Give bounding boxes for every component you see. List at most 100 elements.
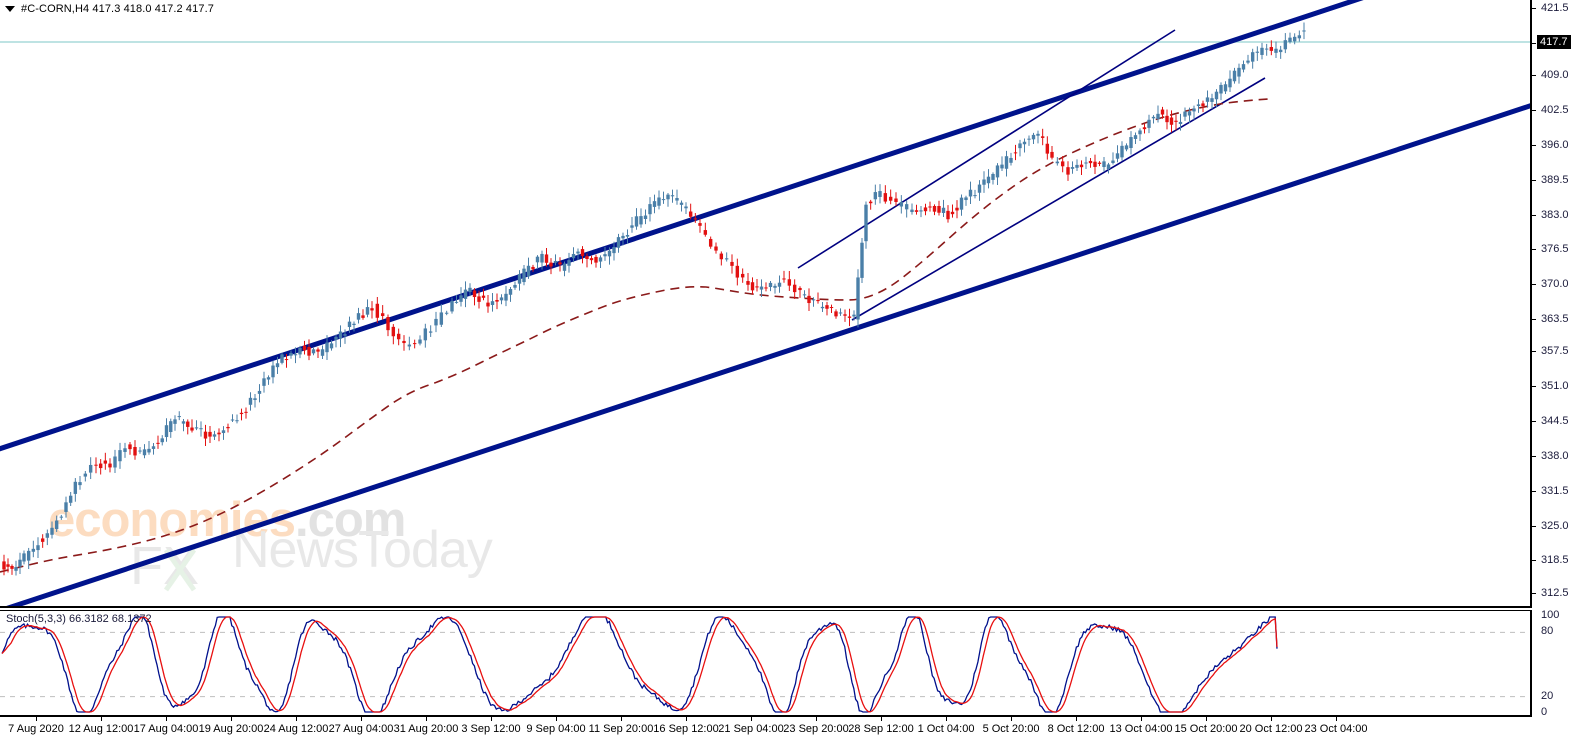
candle-body xyxy=(768,282,773,288)
candle-body xyxy=(777,282,782,287)
candle-body xyxy=(1246,60,1250,63)
stochastic-axis-label: 0 xyxy=(1541,706,1548,718)
candle-body xyxy=(508,288,513,295)
candle-body xyxy=(755,286,759,288)
stochastic-panel[interactable]: Stoch(5,3,3) 66.3182 68.1372 xyxy=(0,610,1532,717)
candle-body xyxy=(740,273,745,278)
candle-body xyxy=(142,449,147,456)
candle-body xyxy=(177,416,181,418)
candle-body xyxy=(1129,137,1133,148)
candle-body xyxy=(759,286,764,290)
candle-body xyxy=(103,460,108,464)
candle-body xyxy=(535,256,540,263)
time-axis-tick xyxy=(946,717,947,721)
time-axis-tick xyxy=(621,717,622,721)
time-axis-tick xyxy=(361,717,362,721)
candle-body xyxy=(347,321,352,328)
candle-body xyxy=(1142,127,1147,130)
candle-body xyxy=(888,196,893,201)
candle-body xyxy=(1106,164,1111,170)
candle-body xyxy=(173,419,177,424)
candle-body xyxy=(652,201,657,207)
time-axis-tick xyxy=(816,717,817,721)
candle-body xyxy=(1060,161,1065,167)
candle-body xyxy=(1274,48,1278,53)
candle-body xyxy=(402,340,406,344)
channel-lower-line xyxy=(6,103,1530,606)
candle-body xyxy=(10,565,14,569)
price-axis-tick xyxy=(1532,490,1536,492)
price-axis-label: 338.0 xyxy=(1541,449,1569,462)
price-chart-panel[interactable]: economies.com NewsToday FX xyxy=(0,0,1532,608)
candle-body xyxy=(444,312,449,314)
candle-body xyxy=(1075,164,1079,168)
candle-body xyxy=(816,299,820,302)
candle-body xyxy=(208,431,212,437)
time-axis-label: 13 Oct 04:00 xyxy=(1109,723,1173,735)
candle-body xyxy=(977,184,982,193)
candle-body xyxy=(946,210,950,220)
candle-body xyxy=(190,427,194,431)
candle-body xyxy=(320,349,325,356)
candle-body xyxy=(1223,84,1228,92)
time-axis-label: 24 Aug 12:00 xyxy=(263,723,329,735)
candle-body xyxy=(1241,64,1246,70)
candle-body xyxy=(603,254,607,257)
candle-body xyxy=(1102,161,1106,168)
candle-body xyxy=(113,456,117,468)
candle-body xyxy=(580,249,585,256)
triangle-down-icon[interactable] xyxy=(5,6,15,12)
candle-body xyxy=(289,352,293,356)
time-axis-tick xyxy=(686,717,687,721)
price-axis-tick xyxy=(1532,455,1536,457)
price-axis-label: 402.5 xyxy=(1541,103,1569,116)
candle-body xyxy=(50,527,54,535)
candle-body xyxy=(562,263,567,271)
candle-body xyxy=(792,284,797,293)
candle-body xyxy=(396,333,401,340)
time-axis-label: 19 Aug 20:00 xyxy=(198,723,264,735)
candle-body xyxy=(181,421,186,424)
moving-average-line xyxy=(0,98,1269,573)
candle-body xyxy=(764,287,768,289)
candle-body xyxy=(1210,98,1214,102)
price-axis-tick xyxy=(1532,109,1536,111)
price-axis-label: 351.0 xyxy=(1541,380,1569,393)
candle-body xyxy=(802,294,807,296)
candle-body xyxy=(1013,152,1018,154)
price-axis-tick xyxy=(1532,386,1536,388)
price-axis-label: 357.5 xyxy=(1541,345,1569,358)
candle-body xyxy=(1260,47,1264,55)
candle-body xyxy=(1009,157,1013,163)
candle-body xyxy=(914,210,919,212)
time-axis-label: 27 Aug 04:00 xyxy=(328,723,394,735)
candle-body xyxy=(1156,113,1160,120)
candle-body xyxy=(212,434,217,437)
candle-body xyxy=(648,204,652,215)
candle-body xyxy=(160,438,164,443)
candle-body xyxy=(235,420,239,422)
candle-body xyxy=(746,281,750,285)
candle-body xyxy=(2,561,6,570)
candle-body xyxy=(302,345,307,351)
candle-body xyxy=(1264,48,1269,50)
price-axis-tick xyxy=(1532,319,1536,321)
candle-body xyxy=(1138,130,1142,135)
candle-body xyxy=(1000,164,1004,169)
candle-body xyxy=(540,253,544,263)
candle-body xyxy=(834,311,838,317)
candle-body xyxy=(472,290,477,298)
candle-body xyxy=(486,302,490,307)
candle-body xyxy=(83,473,88,477)
candle-body xyxy=(1004,156,1009,169)
candle-body xyxy=(773,285,777,288)
price-axis-label: 331.5 xyxy=(1541,484,1569,497)
candle-body xyxy=(937,206,941,213)
time-axis-label: 17 Aug 04:00 xyxy=(133,723,199,735)
candle-body xyxy=(459,295,463,302)
candle-body xyxy=(1088,160,1093,164)
candle-body xyxy=(968,189,973,197)
candle-body xyxy=(334,336,338,340)
candle-body xyxy=(54,520,59,529)
